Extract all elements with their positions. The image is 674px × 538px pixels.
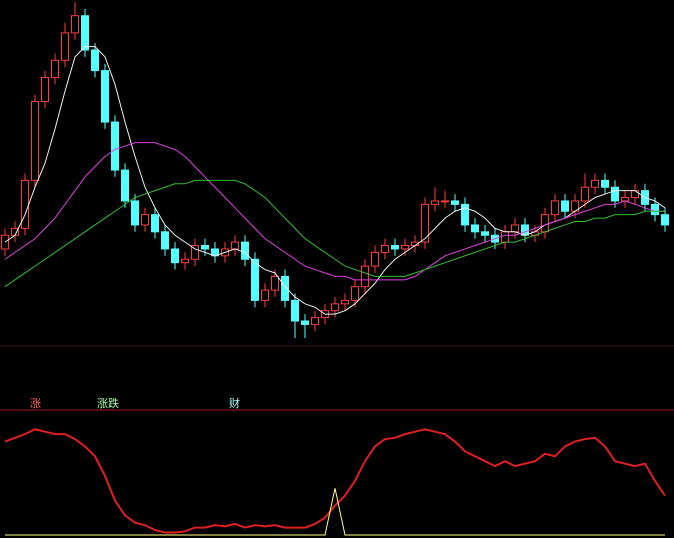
candle-body xyxy=(301,320,309,325)
candle-body xyxy=(51,59,59,78)
candle-body xyxy=(281,275,289,301)
candle-body xyxy=(151,214,159,233)
candle-body xyxy=(251,258,259,301)
candle-body xyxy=(171,248,179,264)
candle-body xyxy=(511,224,519,233)
candle-body xyxy=(241,241,249,260)
candle-body xyxy=(651,203,659,216)
candle-body xyxy=(111,121,119,171)
candle-body xyxy=(451,200,459,205)
candle-body xyxy=(331,303,339,312)
candle-body xyxy=(431,200,439,205)
candle-body xyxy=(541,214,549,233)
candle-body xyxy=(101,70,109,123)
candle-body xyxy=(551,200,559,216)
candle-body xyxy=(91,49,99,72)
candle-body xyxy=(311,317,319,325)
candle-body xyxy=(131,200,139,226)
candle-body xyxy=(601,179,609,188)
indicator-label: 涨 xyxy=(30,397,41,410)
candle-body xyxy=(271,275,279,291)
candle-body xyxy=(401,245,409,250)
candle-body xyxy=(381,245,389,253)
candle-body xyxy=(191,245,199,260)
candle-body xyxy=(441,200,449,203)
candle-body xyxy=(291,299,299,322)
candle-body xyxy=(351,286,359,301)
candle-body xyxy=(261,289,269,301)
candle-body xyxy=(371,251,379,267)
candle-body xyxy=(81,15,89,51)
candle-body xyxy=(481,231,489,236)
candle-body xyxy=(501,231,509,243)
candle-body xyxy=(391,245,399,250)
candle-body xyxy=(341,299,349,305)
candle-body xyxy=(661,214,669,226)
candle-body xyxy=(581,186,589,202)
candle-body xyxy=(361,265,369,288)
series-line xyxy=(4,142,665,281)
candle-body xyxy=(521,224,529,236)
candle-body xyxy=(41,76,49,102)
candle-body xyxy=(611,186,619,202)
series-line xyxy=(5,488,665,536)
candle-body xyxy=(61,32,69,61)
candle-body xyxy=(71,15,79,34)
candle-body xyxy=(181,258,189,264)
candle-body xyxy=(201,245,209,250)
indicator-label: 财 xyxy=(229,396,240,410)
candle-body xyxy=(121,169,129,202)
candle-body xyxy=(231,241,239,250)
candle-body xyxy=(471,224,479,233)
candle-body xyxy=(31,100,39,181)
candle-body xyxy=(561,200,569,212)
candle-body xyxy=(161,231,169,250)
candle-body xyxy=(21,179,29,229)
series-line xyxy=(4,179,665,288)
candle-body xyxy=(141,214,149,226)
indicator-label: 涨跌 xyxy=(97,396,119,410)
candle-body xyxy=(461,203,469,226)
candle-body xyxy=(421,203,429,243)
candle-body xyxy=(591,179,599,188)
candle-body xyxy=(631,190,639,199)
series-line xyxy=(4,428,666,534)
